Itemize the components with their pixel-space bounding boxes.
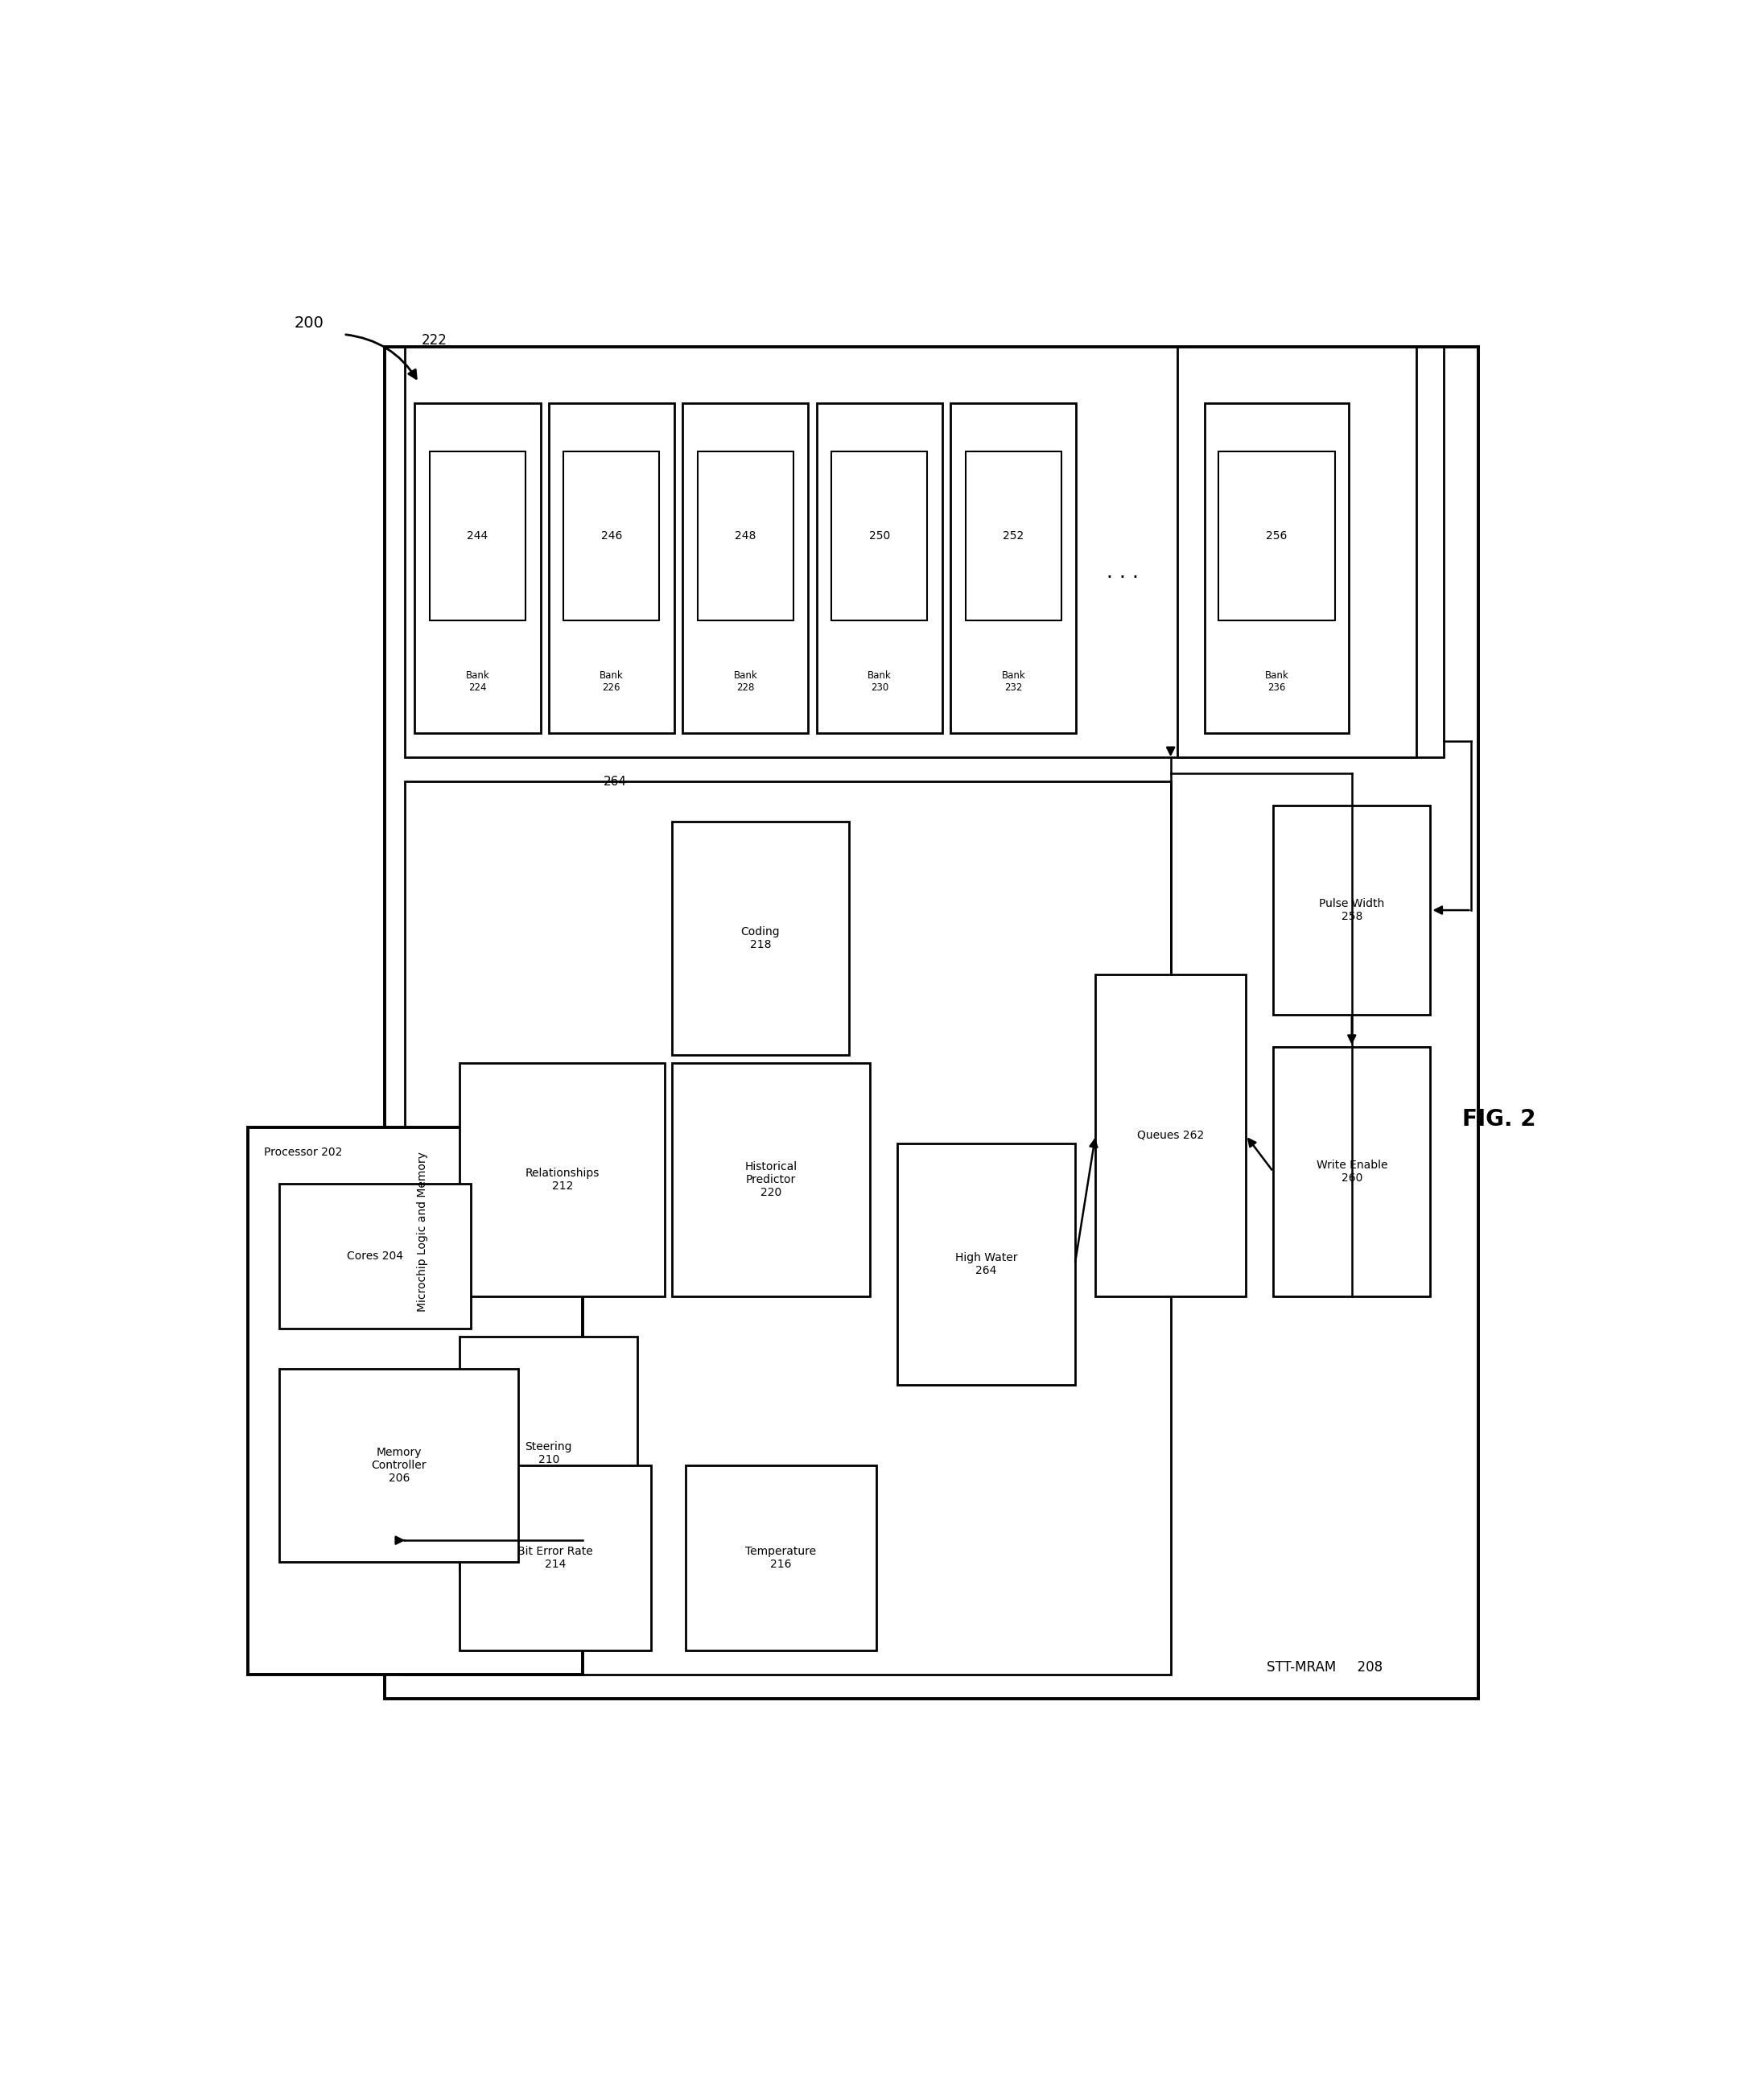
Text: Bit Error Rate
214: Bit Error Rate 214 [517, 1546, 593, 1569]
Text: Cores 204: Cores 204 [348, 1251, 404, 1262]
Bar [1274, 806, 1431, 1015]
Text: Memory
Controller
206: Memory Controller 206 [372, 1446, 427, 1483]
Text: 222: 222 [422, 334, 446, 349]
Bar [672, 821, 850, 1055]
Bar [965, 451, 1062, 620]
Text: 244: 244 [467, 531, 489, 541]
Text: Bank
224: Bank 224 [466, 671, 489, 694]
Bar [460, 1063, 665, 1295]
Text: Microchip Logic and Memory: Microchip Logic and Memory [418, 1151, 429, 1312]
Text: Temperature
216: Temperature 216 [746, 1546, 817, 1569]
Bar [817, 403, 942, 733]
Bar [460, 1464, 651, 1650]
Bar [430, 451, 526, 620]
Text: Queues 262: Queues 262 [1138, 1130, 1205, 1141]
Bar [1205, 403, 1348, 733]
Text: Bank
236: Bank 236 [1265, 671, 1288, 694]
Text: Bank
226: Bank 226 [600, 671, 623, 694]
Bar [951, 403, 1076, 733]
Text: STT-MRAM     208: STT-MRAM 208 [1267, 1661, 1383, 1673]
Text: Coding
218: Coding 218 [741, 925, 780, 950]
Text: Relationships
212: Relationships 212 [526, 1168, 600, 1191]
Bar [279, 1184, 471, 1329]
Bar [385, 347, 1478, 1698]
Text: Pulse Width
258: Pulse Width 258 [1319, 898, 1385, 923]
Text: Steering
210: Steering 210 [526, 1441, 572, 1464]
Text: 250: 250 [870, 531, 891, 541]
Bar [564, 451, 660, 620]
Bar [406, 781, 1171, 1673]
Text: Bank
232: Bank 232 [1002, 671, 1025, 694]
Bar [1177, 347, 1416, 758]
Bar [672, 1063, 870, 1295]
Text: Historical
Predictor
220: Historical Predictor 220 [744, 1161, 797, 1199]
Text: Bank
228: Bank 228 [734, 671, 757, 694]
Text: 246: 246 [602, 531, 623, 541]
Bar [898, 1143, 1074, 1385]
Bar [406, 347, 1445, 758]
Text: 248: 248 [736, 531, 757, 541]
Text: High Water
264: High Water 264 [954, 1251, 1018, 1276]
Text: 256: 256 [1267, 531, 1288, 541]
Bar [1274, 1047, 1431, 1295]
Bar [247, 1128, 582, 1673]
Text: Bank
230: Bank 230 [868, 671, 891, 694]
Text: 264: 264 [603, 775, 626, 788]
Text: Processor 202: Processor 202 [265, 1147, 342, 1157]
Bar [697, 451, 794, 620]
Text: FIG. 2: FIG. 2 [1462, 1107, 1535, 1130]
Bar [279, 1368, 519, 1563]
Bar [415, 403, 540, 733]
Text: 252: 252 [1004, 531, 1023, 541]
Text: Write Enable
260: Write Enable 260 [1316, 1159, 1387, 1184]
Bar [831, 451, 928, 620]
Bar [684, 1464, 877, 1650]
Bar [683, 403, 808, 733]
Text: 200: 200 [295, 315, 325, 330]
Bar [549, 403, 674, 733]
Bar [1095, 973, 1245, 1295]
Bar [460, 1337, 637, 1569]
Text: . . .: . . . [1106, 562, 1140, 583]
Bar [1219, 451, 1335, 620]
